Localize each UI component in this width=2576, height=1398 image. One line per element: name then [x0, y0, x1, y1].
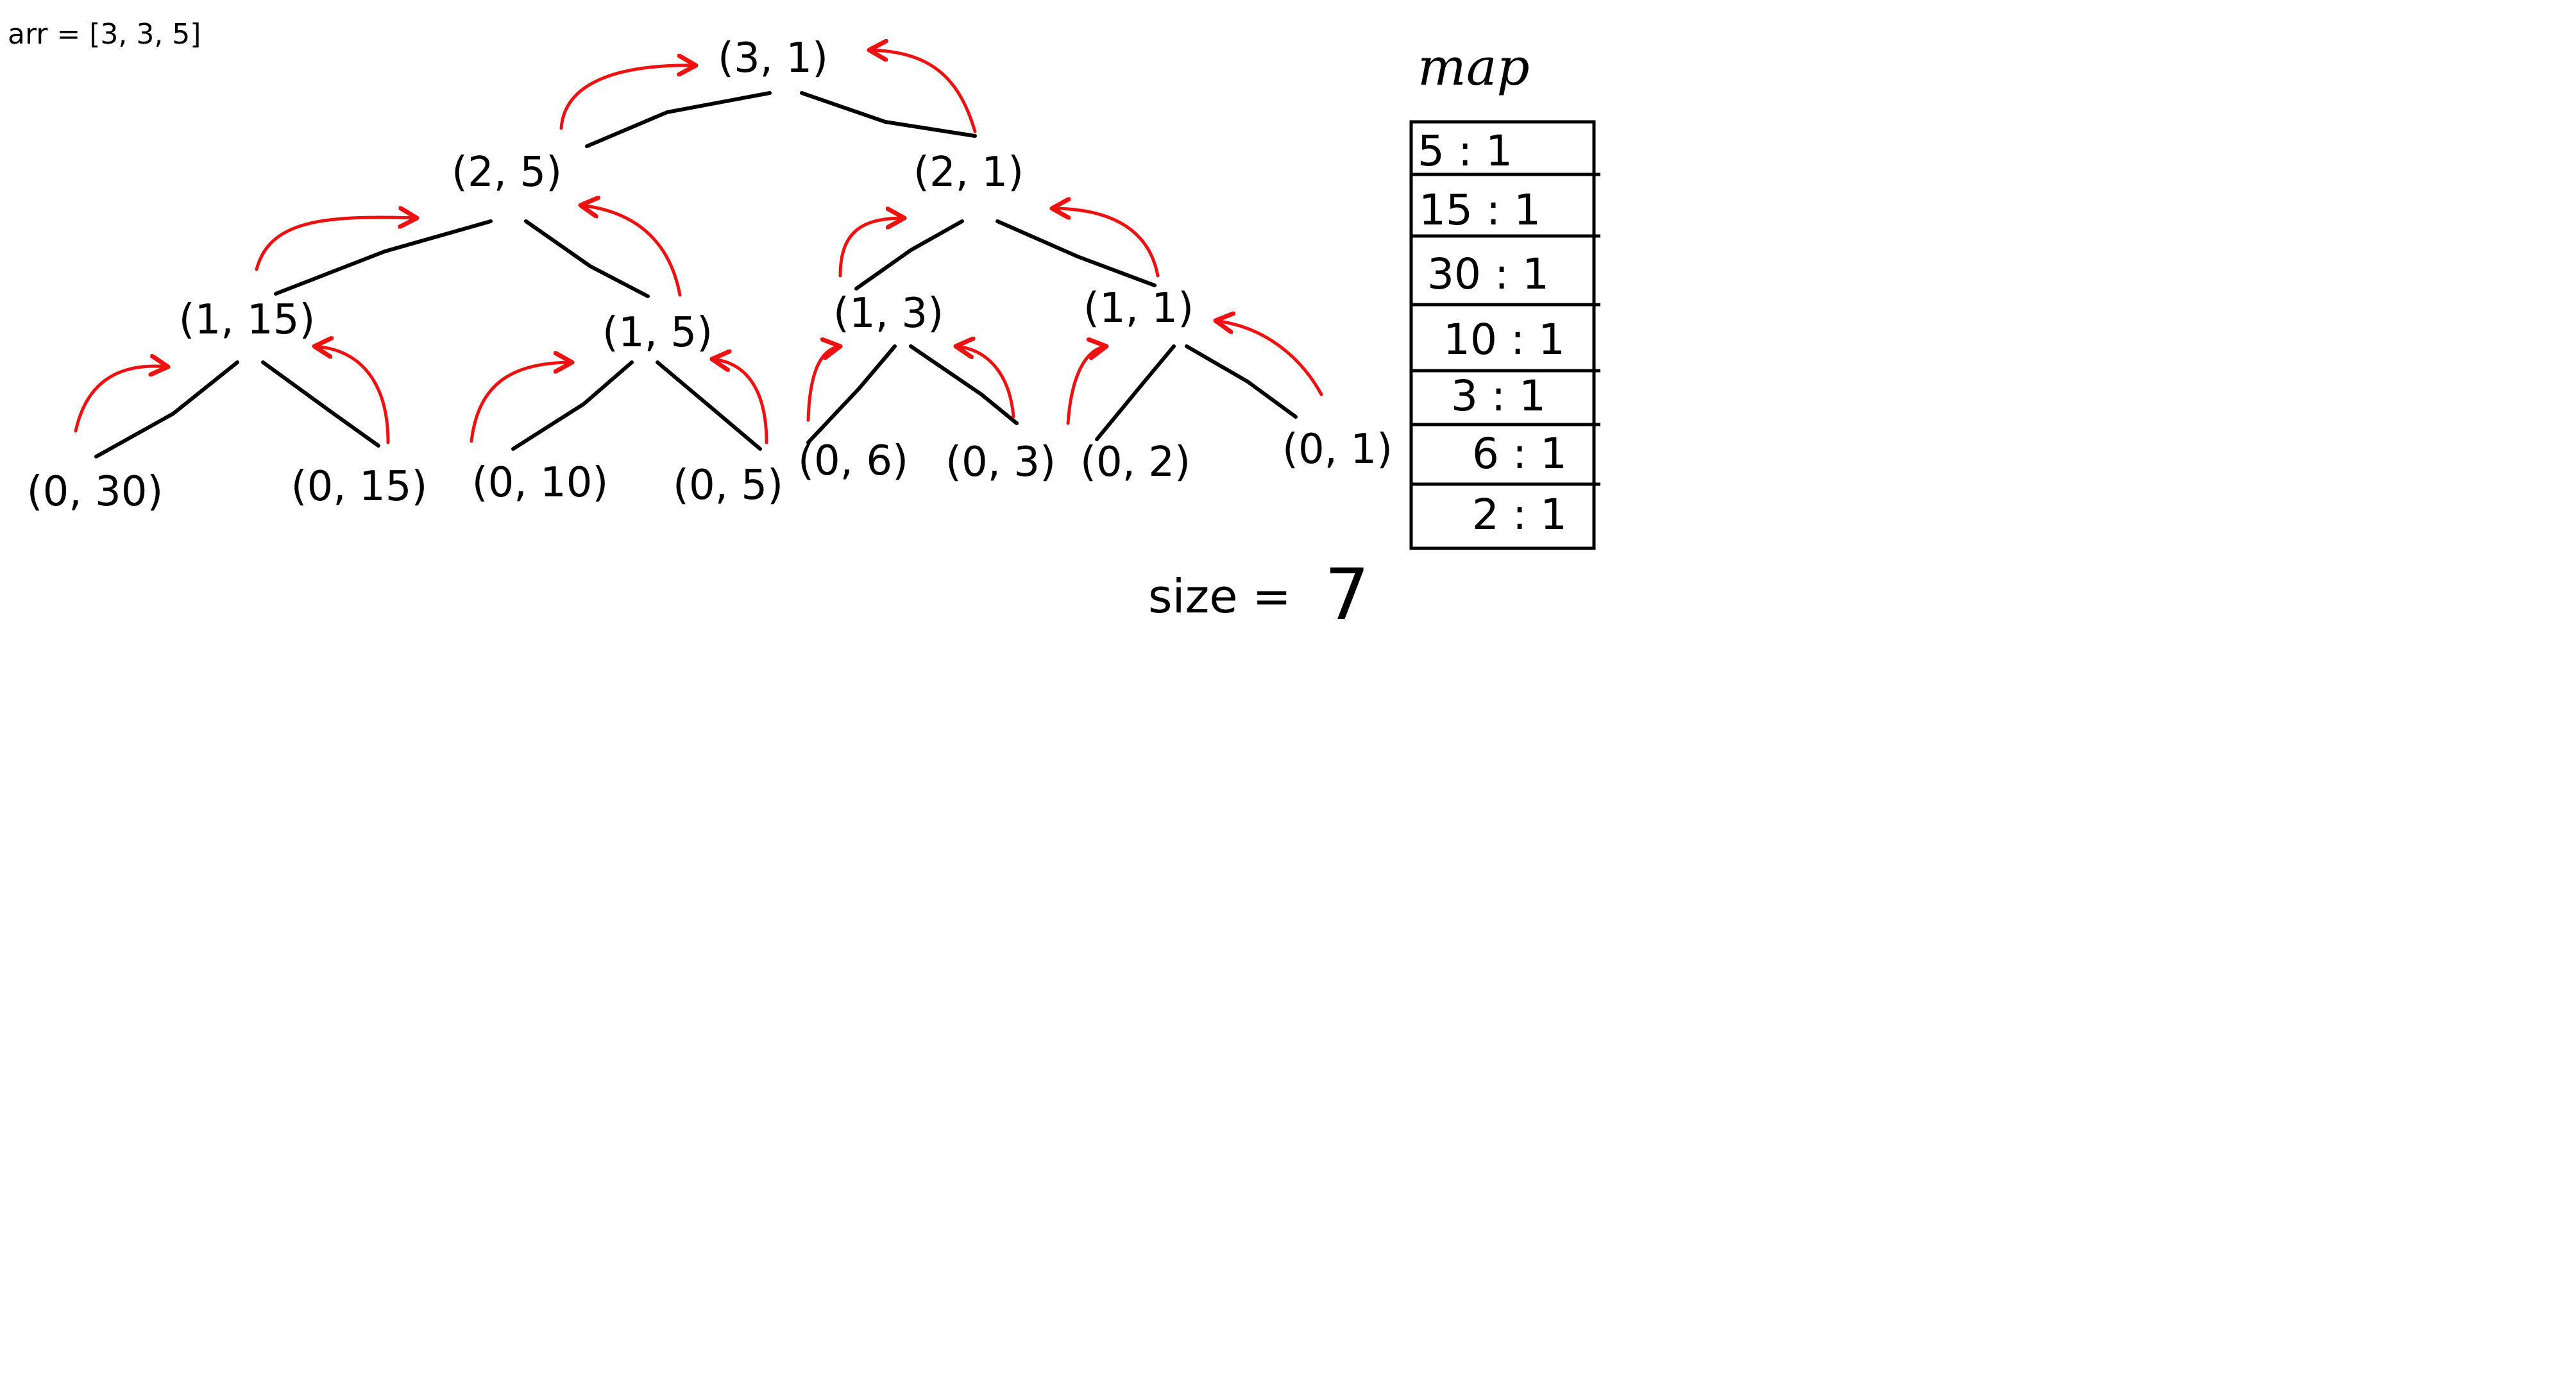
return-arrows: [74, 50, 1323, 444]
node-l2-1: (1, 15): [179, 296, 316, 344]
size-label: size =: [1148, 569, 1291, 623]
arrow-l3h-to-l2d: [1216, 321, 1323, 396]
map-title: map: [1418, 37, 1530, 97]
edge-l2c-right: [909, 344, 1019, 425]
arrow-l2a-to-l1a: [255, 217, 417, 271]
array-label: arr = [3, 3, 5]: [8, 18, 201, 51]
size-value: 7: [1325, 553, 1369, 636]
arrow-l3a-to-l2a: [74, 366, 168, 433]
map-table: map 5 : 1 15 : 1 30 : 1 10 : 1 3 : 1 6 :…: [1409, 37, 1600, 550]
map-entry: 15 : 1: [1419, 185, 1541, 235]
node-l2-3: (1, 3): [833, 290, 944, 337]
edge-l1a-left: [274, 219, 493, 296]
node-l3-3: (0, 10): [472, 459, 609, 507]
arrow-l3c-to-l2b: [470, 362, 572, 443]
edge-root-right: [800, 91, 977, 138]
arrow-l3g-to-l2d: [1066, 346, 1106, 425]
map-entry: 30 : 1: [1427, 249, 1549, 299]
arrow-l2c-to-l1b: [838, 218, 904, 278]
arrow-l2b-to-l1a: [580, 205, 682, 297]
size-annotation: size = 7: [1148, 553, 1369, 636]
arrow-l1b-to-root: [869, 50, 977, 133]
edge-l1a-right: [524, 219, 650, 298]
edge-l2a-right: [261, 360, 380, 448]
node-l3-2: (0, 15): [291, 463, 428, 510]
node-l2-4: (1, 1): [1083, 285, 1194, 332]
node-l3-4: (0, 5): [673, 462, 783, 509]
arrow-l3f-to-l2c: [956, 346, 1015, 419]
arrow-l3d-to-l2b: [712, 359, 768, 444]
edge-l2c-left: [806, 344, 897, 444]
arrow-l3e-to-l2c: [806, 346, 840, 422]
arrow-l2d-to-l1b: [1052, 208, 1160, 278]
node-l3-1: (0, 30): [27, 468, 164, 516]
node-l1-left: (2, 5): [452, 149, 562, 196]
node-l3-5: (0, 6): [798, 437, 908, 485]
edge-l2d-right: [1185, 344, 1298, 419]
arrow-l1a-to-root: [559, 65, 696, 130]
map-box: [1409, 120, 1596, 550]
tree-nodes: (3, 1) (2, 5) (2, 1) (1, 15) (1, 5) (1, …: [27, 35, 1393, 516]
arrow-l3b-to-l2a: [314, 346, 390, 444]
node-l3-7: (0, 2): [1080, 439, 1191, 486]
node-root: (3, 1): [718, 35, 828, 82]
node-l1-right: (2, 1): [913, 149, 1024, 196]
map-entry: 3 : 1: [1451, 371, 1546, 421]
node-l2-2: (1, 5): [602, 309, 713, 357]
tree-edges: [94, 91, 1298, 459]
edge-l2b-left: [511, 360, 634, 451]
map-entry: 2 : 1: [1472, 490, 1567, 539]
edge-l2d-left: [1095, 344, 1176, 441]
edge-root-left: [585, 91, 772, 148]
node-l3-6: (0, 3): [945, 439, 1056, 486]
map-entry: 10 : 1: [1443, 315, 1565, 364]
edge-l2a-left: [94, 360, 239, 459]
edge-l2b-right: [656, 360, 762, 451]
map-entry: 5 : 1: [1418, 126, 1513, 176]
edge-l1b-left: [854, 219, 964, 291]
map-entry: 6 : 1: [1472, 429, 1567, 478]
node-l3-8: (0, 1): [1282, 426, 1393, 473]
edge-l1b-right: [996, 219, 1157, 287]
